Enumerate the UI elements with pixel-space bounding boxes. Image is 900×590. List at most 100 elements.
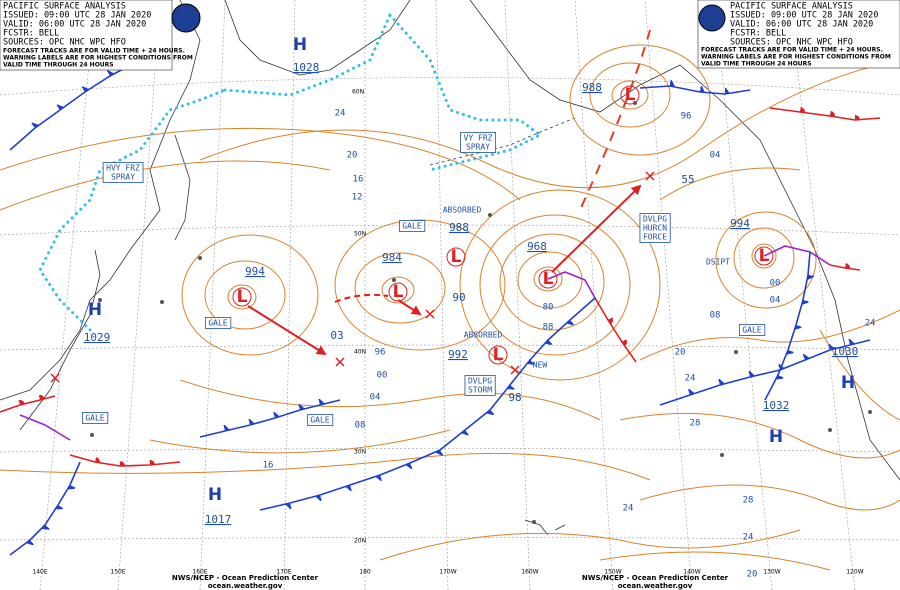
footer-line: NWS/NCEP - Ocean Prediction Center xyxy=(582,574,729,582)
low-marker xyxy=(388,282,408,302)
pressure-value: 988 xyxy=(582,81,602,94)
low-symbol: L xyxy=(393,282,404,302)
warning-text: VY FRZ xyxy=(464,134,493,143)
warning-label: GALE xyxy=(81,412,109,424)
isobar-label: 96 xyxy=(375,348,386,358)
longitude-label: 140W xyxy=(683,569,700,576)
warning-label: GALE xyxy=(398,220,426,232)
isobar-label: 20 xyxy=(747,570,758,580)
isobar-label: 24 xyxy=(335,109,346,119)
warning-text: GALE xyxy=(402,222,421,231)
fronts xyxy=(0,29,881,556)
warning-text: STORM xyxy=(468,386,492,395)
isobar-label: 28 xyxy=(743,496,754,506)
isobar-label: 20 xyxy=(347,151,358,161)
pressure-value: 994 xyxy=(730,217,750,230)
warning-box xyxy=(306,414,334,426)
footer-line: ocean.weather.gov xyxy=(208,582,283,590)
header-box xyxy=(0,0,173,71)
warning-text: HURCN xyxy=(643,224,667,233)
isobar-label: 08 xyxy=(355,421,366,431)
isobar-label: 24 xyxy=(623,504,634,514)
isobar-label: 04 xyxy=(370,393,381,403)
header-note: WARNING LABELS ARE FOR HIGHEST CONDITION… xyxy=(3,55,193,62)
warning-label: GALE xyxy=(306,414,334,426)
latitude-label: 40N xyxy=(354,349,366,356)
isobar-label: 90 xyxy=(452,291,465,304)
latitude-label: 60N xyxy=(352,89,364,96)
low-symbol: L xyxy=(625,85,636,105)
longitude-label: 170W xyxy=(439,569,456,576)
status-label: DSIPT xyxy=(706,258,730,267)
isobar-label: 80 xyxy=(543,303,554,313)
warning-box xyxy=(81,412,109,424)
header-right: PACIFIC SURFACE ANALYSIS ISSUED: 09:00 U… xyxy=(697,0,900,69)
warning-box xyxy=(204,317,232,329)
isobars xyxy=(0,44,900,571)
isobar-labels: 24 20 16 12 03 96 00 04 08 16 80 88 90 9… xyxy=(263,109,876,580)
isobar-label: 16 xyxy=(353,175,364,185)
high-symbol: H xyxy=(769,427,783,447)
isobar-label: 03 xyxy=(330,329,343,342)
warning-text: HVY FRZ xyxy=(106,164,140,173)
warning-label: DVLPG HURCN FORCE xyxy=(639,213,671,243)
header-line: ISSUED: 09:00 UTC 28 JAN 2020 xyxy=(3,11,151,21)
warning-text: GALE xyxy=(742,326,761,335)
low-symbol: L xyxy=(759,246,770,266)
station-plots xyxy=(90,101,872,524)
noaa-logo xyxy=(171,3,201,33)
latitude-labels: 60N 50N 40N 30N 20N xyxy=(352,89,366,545)
isobar-label: 55 xyxy=(681,173,694,186)
longitude-label: 150E xyxy=(110,569,125,576)
header-line: SOURCES: OPC NHC WPC HFO xyxy=(730,38,853,48)
warning-label: HVY FRZ SPRAY xyxy=(102,162,144,183)
warning-label: VY FRZ SPRAY xyxy=(460,132,497,153)
low-marker xyxy=(446,247,466,267)
header-line: FCSTR: BELL xyxy=(3,29,59,39)
high-symbol: H xyxy=(293,35,307,55)
pressure-value: 1030 xyxy=(832,345,859,358)
warning-box xyxy=(460,132,497,153)
header-left: PACIFIC SURFACE ANALYSIS ISSUED: 09:00 U… xyxy=(0,0,201,71)
isobar-label: 88 xyxy=(543,323,554,333)
header-note: VALID TIME THROUGH 24 HOURS xyxy=(3,62,114,69)
isobar-label: 04 xyxy=(710,151,721,161)
pressure-value: 1032 xyxy=(763,399,790,412)
pressure-value: 1029 xyxy=(84,331,111,344)
isobar-label: 16 xyxy=(263,461,274,471)
warning-text: DVLPG xyxy=(643,215,667,224)
low-marker xyxy=(754,246,774,266)
low-symbol: L xyxy=(493,345,504,365)
warning-text: DVLPG xyxy=(468,377,492,386)
status-label: ABSORBED xyxy=(443,206,482,215)
header-line: ISSUED: 09:00 UTC 28 JAN 2020 xyxy=(730,11,878,21)
low-symbol: L xyxy=(237,287,248,307)
longitude-labels: 140E 150E 160E 170E 180 170W 160W 150W 1… xyxy=(32,569,863,576)
footer: NWS/NCEP - Ocean Prediction Center ocean… xyxy=(172,574,729,590)
isobar-label: 00 xyxy=(377,371,388,381)
pressure-value: 1028 xyxy=(293,61,320,74)
header-box xyxy=(697,0,900,69)
low-marker xyxy=(620,85,640,105)
header-line: PACIFIC SURFACE ANALYSIS xyxy=(730,2,853,12)
warning-box xyxy=(464,375,496,396)
status-label: ABSORBED xyxy=(464,331,503,340)
warning-text: SPRAY xyxy=(466,143,490,152)
high-symbol: H xyxy=(841,373,855,393)
pressure-value: 968 xyxy=(527,240,547,253)
header-line: SOURCES: OPC NHC WPC HFO xyxy=(3,38,126,48)
warning-text: GALE xyxy=(85,414,104,423)
isobar-label: 24 xyxy=(685,374,696,384)
warning-text: GALE xyxy=(310,416,329,425)
longitude-label: 160W xyxy=(521,569,538,576)
warning-text: GALE xyxy=(208,319,227,328)
footer-line: ocean.weather.gov xyxy=(618,582,693,590)
isobar-label: 24 xyxy=(743,533,754,543)
warning-text: FORCE xyxy=(643,233,667,242)
longitude-label: 130W xyxy=(763,569,780,576)
low-symbol: L xyxy=(451,247,462,267)
isobar-label: 04 xyxy=(770,296,781,306)
noaa-logo xyxy=(698,4,726,32)
